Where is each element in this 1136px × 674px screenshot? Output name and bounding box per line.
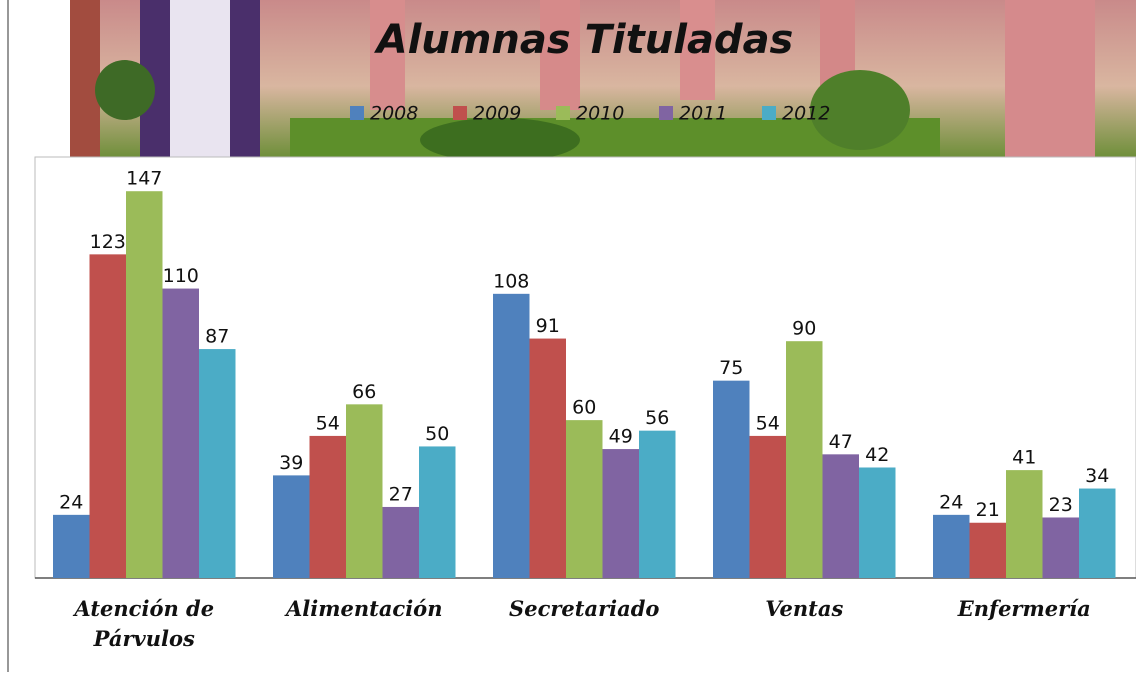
data-label: 56: [645, 407, 669, 429]
bar: [933, 515, 970, 578]
data-label: 87: [205, 326, 229, 348]
data-label: 27: [389, 483, 413, 505]
legend-label: 2008: [370, 103, 418, 125]
bar: [346, 404, 383, 578]
data-label: 66: [352, 381, 376, 403]
data-label: 75: [719, 357, 743, 379]
data-label: 49: [609, 426, 633, 448]
data-label: 60: [572, 397, 596, 419]
bar: [199, 349, 236, 578]
bar: [273, 475, 310, 578]
bar: [310, 436, 347, 578]
data-label: 24: [939, 491, 963, 513]
bar: [1043, 517, 1080, 578]
bar: [90, 254, 127, 578]
data-label: 123: [90, 231, 126, 253]
bar: [383, 507, 420, 578]
data-label: 108: [493, 270, 529, 292]
data-label: 34: [1085, 465, 1109, 487]
x-tick-label: Ventas: [714, 594, 894, 624]
data-label: 90: [792, 318, 816, 340]
bar: [639, 431, 676, 578]
data-label: 24: [59, 491, 83, 513]
bar: [126, 191, 163, 578]
x-tick-label: Alimentación: [274, 594, 454, 624]
bar: [163, 289, 200, 578]
data-label: 147: [126, 168, 162, 190]
legend-swatch: [659, 106, 673, 120]
chart-title: Alumnas Tituladas: [374, 17, 794, 63]
data-label: 42: [865, 444, 889, 466]
bar: [1006, 470, 1043, 578]
bar: [750, 436, 787, 578]
x-tick-label: Secretariado: [494, 594, 674, 624]
bar: [823, 454, 860, 578]
page: Alumnas Tituladas 2008 2009 2010 2011 2012 24…: [0, 0, 1136, 674]
bar: [970, 523, 1007, 578]
legend-swatch: [556, 106, 570, 120]
data-label: 54: [756, 412, 780, 434]
data-label: 39: [279, 452, 303, 474]
bar: [530, 339, 567, 578]
legend-swatch: [762, 106, 776, 120]
bar: [53, 515, 90, 578]
data-label: 110: [163, 265, 199, 287]
bar: [859, 467, 896, 578]
data-label: 23: [1049, 494, 1073, 516]
data-label: 47: [829, 431, 853, 453]
chart: Alumnas Tituladas 2008 2009 2010 2011 2012 24…: [0, 0, 1136, 674]
legend-swatch: [350, 106, 364, 120]
x-tick-label: Atención de Párvulos: [54, 594, 234, 654]
bar: [1079, 489, 1116, 578]
legend-label: 2009: [473, 103, 521, 125]
legend-label: 2010: [576, 103, 624, 125]
x-tick-label: Enfermería: [934, 594, 1114, 624]
data-label: 54: [316, 412, 340, 434]
bar: [603, 449, 640, 578]
bar: [419, 446, 456, 578]
data-label: 91: [536, 315, 560, 337]
legend-label: 2011: [679, 103, 727, 125]
legend-swatch: [453, 106, 467, 120]
bar: [786, 341, 823, 578]
data-label: 50: [425, 423, 449, 445]
legend-label: 2012: [782, 103, 830, 125]
bar: [566, 420, 603, 578]
bar: [713, 381, 750, 578]
data-label: 21: [976, 499, 1000, 521]
bar: [493, 294, 530, 578]
data-label: 41: [1012, 447, 1036, 469]
